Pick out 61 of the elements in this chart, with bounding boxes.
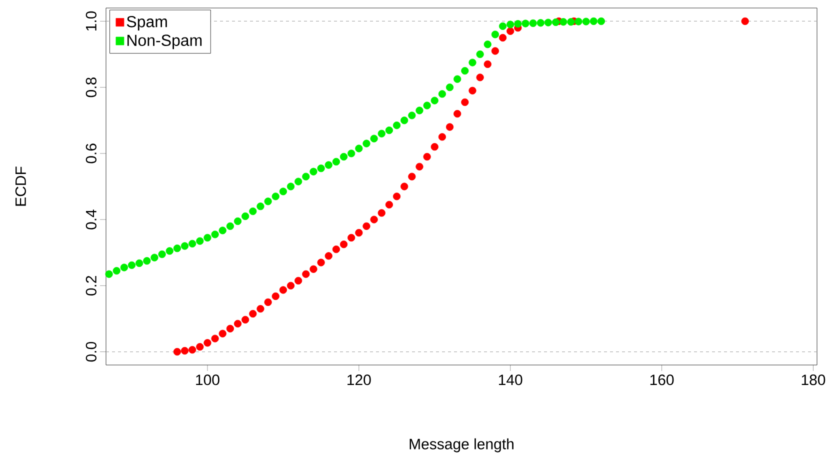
point xyxy=(506,27,514,35)
point xyxy=(294,276,302,285)
point xyxy=(491,47,500,55)
point xyxy=(461,98,469,106)
point xyxy=(173,348,181,356)
point xyxy=(324,252,332,260)
point xyxy=(362,222,370,230)
point xyxy=(498,34,507,42)
y-tick-label: 0.0 xyxy=(86,342,96,362)
point xyxy=(454,110,462,118)
y-tick-label: 0.6 xyxy=(86,144,96,164)
point xyxy=(348,234,356,242)
point xyxy=(400,182,408,190)
point xyxy=(310,265,318,273)
point xyxy=(180,346,189,355)
x-tick-label: 180 xyxy=(802,374,826,386)
point xyxy=(264,298,272,306)
point xyxy=(317,258,325,266)
x-tick-label: 140 xyxy=(498,374,522,386)
point xyxy=(332,246,340,254)
point xyxy=(446,123,454,131)
legend-label: Spam xyxy=(126,16,167,30)
point xyxy=(204,339,212,347)
point xyxy=(385,200,393,208)
point xyxy=(468,86,476,94)
point xyxy=(355,228,363,237)
point xyxy=(741,17,749,26)
point xyxy=(249,310,257,318)
point xyxy=(430,143,438,151)
point xyxy=(370,216,378,224)
point xyxy=(242,316,250,324)
x-tick-label: 120 xyxy=(348,374,371,386)
y-tick-label: 1.0 xyxy=(86,11,96,30)
point xyxy=(378,209,386,217)
y-axis-title: ECDF xyxy=(15,166,26,206)
point xyxy=(196,343,204,351)
point xyxy=(234,320,242,328)
point xyxy=(340,240,348,248)
x-tick-label: 100 xyxy=(196,374,220,386)
point xyxy=(423,152,431,161)
point xyxy=(256,305,264,313)
point xyxy=(484,60,492,68)
point xyxy=(218,330,226,338)
legend-label: Non-Spam xyxy=(127,34,202,50)
point xyxy=(416,162,424,170)
x-axis-title: Message length xyxy=(410,438,514,452)
point xyxy=(438,133,446,141)
point xyxy=(286,282,295,290)
y-tick-label: 0.2 xyxy=(86,276,96,296)
point xyxy=(302,270,310,278)
point xyxy=(476,74,484,82)
point xyxy=(272,292,280,300)
point xyxy=(279,286,287,294)
point xyxy=(211,334,219,342)
point xyxy=(408,172,416,180)
x-tick-label: 160 xyxy=(650,374,674,386)
point xyxy=(188,346,196,354)
point xyxy=(392,192,401,200)
point xyxy=(226,324,234,332)
y-tick-label: 0.8 xyxy=(86,78,96,98)
y-tick-label: 0.4 xyxy=(86,210,96,230)
